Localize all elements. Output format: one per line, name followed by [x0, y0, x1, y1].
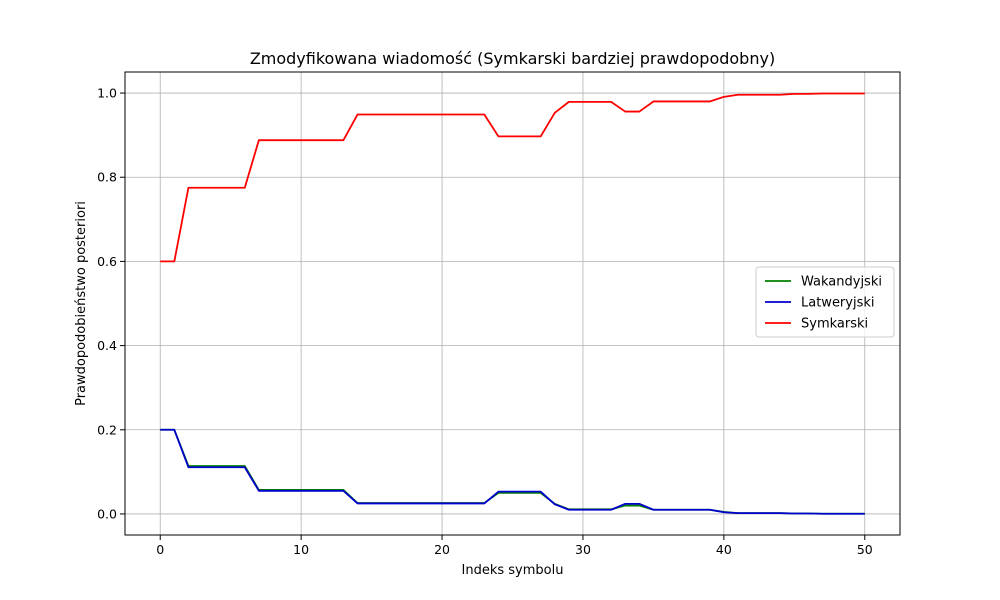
- legend-label-latweryjski: Latweryjski: [801, 296, 875, 311]
- series-line-latweryjski: [160, 428, 865, 515]
- legend-label-symkarski: Symkarski: [801, 317, 868, 332]
- y-tick-label: 0.6: [97, 254, 117, 269]
- y-tick-label: 0.2: [97, 422, 117, 437]
- x-tick-label: 10: [293, 542, 309, 557]
- plot-frame: [124, 71, 901, 536]
- y-tick-label: 0.8: [97, 170, 117, 185]
- series-layer: [160, 92, 865, 515]
- legend: Wakandyjski Latweryjski Symkarski: [755, 266, 895, 338]
- x-tick-label: 30: [575, 542, 591, 557]
- series-line-symkarski: [160, 92, 865, 263]
- chart-title: Zmodyfikowana wiadomość (Symkarski bardz…: [250, 49, 775, 68]
- axis-ticks: 0 10 20 30 40 50 0.0 0.2 0.4 0.6 0.8 1.0: [97, 86, 873, 557]
- legend-box: [755, 266, 895, 338]
- y-axis-label: Prawdopodobieństwo posteriori: [74, 201, 89, 406]
- legend-label-wakandyjski: Wakandyjski: [801, 275, 882, 290]
- x-axis-label: Indeks symbolu: [462, 563, 564, 578]
- y-tick-label: 0.4: [97, 338, 117, 353]
- y-tick-label: 0.0: [97, 506, 117, 521]
- x-tick-label: 20: [434, 542, 450, 557]
- x-tick-label: 50: [857, 542, 873, 557]
- x-tick-label: 40: [716, 542, 732, 557]
- y-tick-label: 1.0: [97, 86, 117, 101]
- x-tick-label: 0: [156, 542, 164, 557]
